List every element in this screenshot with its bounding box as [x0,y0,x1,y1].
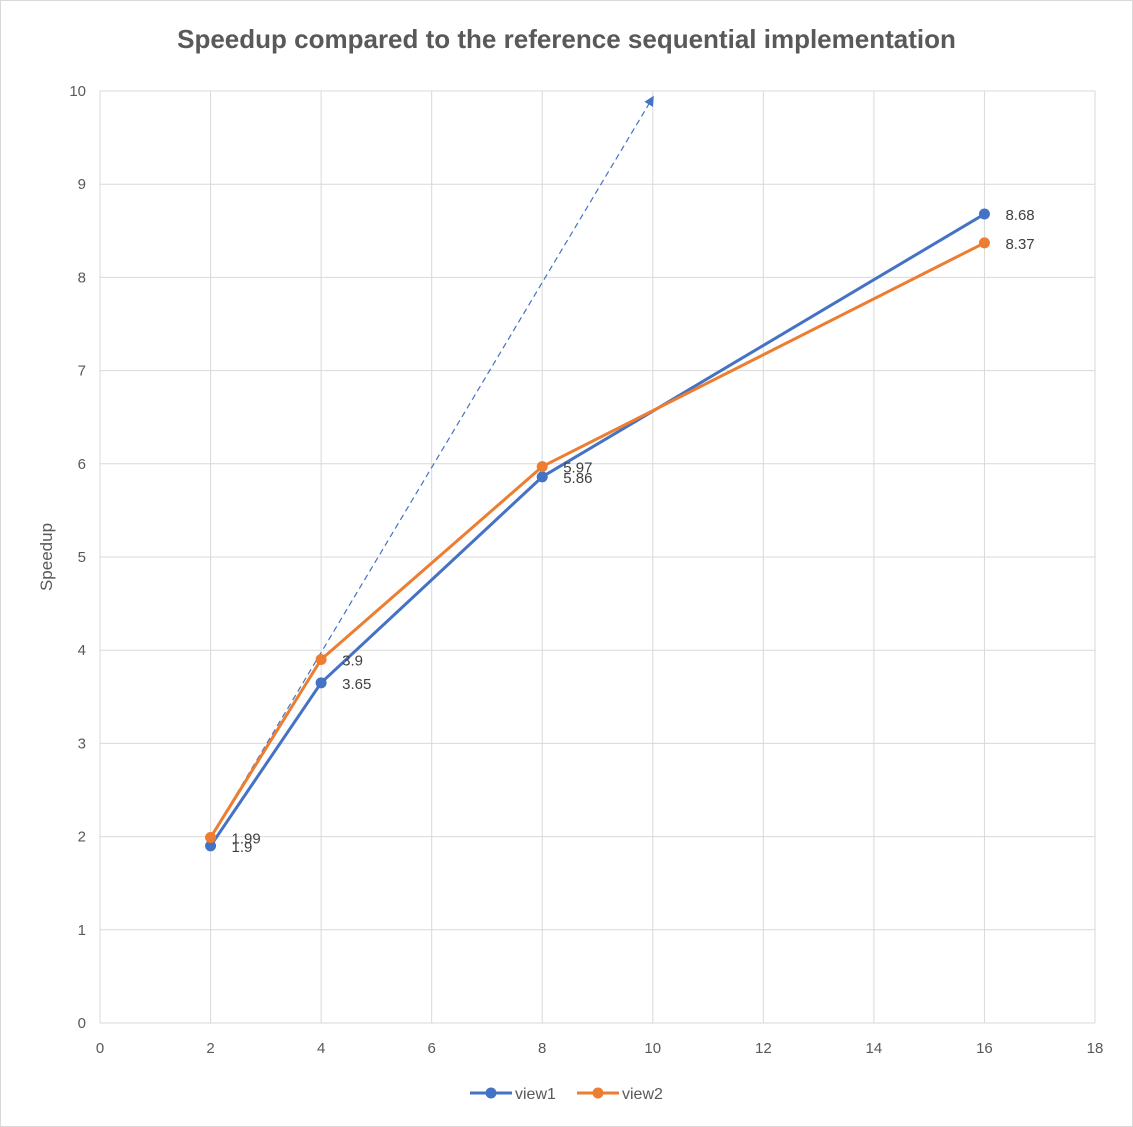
data-labels: 1.9 3.65 5.86 8.68 1.99 3.9 5.97 8.37 [232,207,1035,856]
data-label-view2: 3.9 [342,653,363,670]
x-tick-label: 6 [427,1040,435,1057]
grid [99,90,1096,1024]
data-label-view1: 8.68 [1005,207,1034,224]
y-tick-label: 9 [78,176,86,193]
x-tick-label: 10 [644,1040,661,1057]
legend-marker-view1 [485,1087,497,1099]
y-tick-label: 8 [78,269,86,286]
x-tick-label: 16 [976,1040,993,1057]
x-tick-label: 12 [755,1040,772,1057]
legend-marker-view2 [592,1087,604,1099]
x-tick-label: 8 [538,1040,546,1057]
y-tick-label: 4 [78,642,86,659]
legend-label-view1: view1 [515,1086,556,1103]
ideal-speedup-arrow [210,95,654,838]
annotations [210,95,654,838]
series-line-view2 [209,241,986,839]
y-tick-label: 3 [78,735,86,752]
series [205,208,990,852]
point-view1 [205,840,217,852]
point-view2 [978,237,990,249]
x-tick-label: 4 [317,1040,325,1057]
point-view2 [205,832,217,844]
chart-title: Speedup compared to the reference sequen… [177,24,956,54]
y-tick-label: 1 [78,922,86,939]
x-tick-label: 14 [866,1040,883,1057]
point-view1 [536,471,548,483]
data-label-view1: 5.86 [563,470,592,487]
point-view2 [536,461,548,473]
x-tick-label: 0 [96,1040,104,1057]
data-label-view1: 1.9 [232,839,253,856]
legend: view1 view2 [470,1086,663,1103]
y-tick-label: 0 [78,1015,86,1032]
legend-label-view2: view2 [622,1086,663,1103]
data-label-view1: 3.65 [342,676,371,693]
x-tick-label: 18 [1087,1040,1104,1057]
data-label-view2: 8.37 [1005,236,1034,253]
point-view1 [978,208,990,220]
series-line-view1 [209,212,986,847]
y-tick-label: 5 [78,549,86,566]
data-label-view2: 1.99 [232,831,261,848]
y-axis-title: Speedup [37,523,56,591]
data-label-view2: 5.97 [563,460,592,477]
y-tick-label: 2 [78,829,86,846]
y-tick-label: 6 [78,456,86,473]
point-view1 [315,677,327,689]
x-tick-label: 2 [206,1040,214,1057]
y-tick-label: 7 [78,363,86,380]
point-view2 [315,654,327,666]
y-tick-label: 10 [69,83,86,100]
